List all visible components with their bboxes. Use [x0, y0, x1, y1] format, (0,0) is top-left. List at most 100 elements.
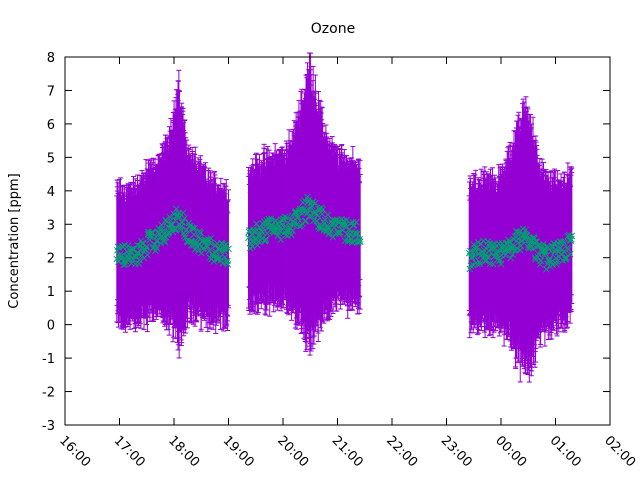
- data-point: [288, 231, 295, 239]
- data-point: [136, 256, 143, 264]
- series-points-3: [465, 225, 576, 273]
- data-point: [305, 196, 312, 204]
- data-point: [314, 223, 322, 230]
- data-point: [144, 251, 151, 259]
- data-point: [470, 241, 478, 248]
- data-point: [291, 209, 299, 216]
- y-tick-label: 4: [47, 185, 55, 200]
- x-tick-label: 16:00: [56, 433, 93, 470]
- y-tick-label: -3: [42, 419, 55, 434]
- data-point: [508, 241, 516, 249]
- data-point: [316, 225, 323, 232]
- data-point: [190, 231, 198, 238]
- data-point: [470, 253, 478, 260]
- y-tick-label: -1: [42, 352, 55, 367]
- data-point: [568, 232, 576, 240]
- data-point: [283, 214, 291, 222]
- data-point: [188, 237, 195, 245]
- data-point: [502, 251, 509, 259]
- data-point: [274, 232, 282, 239]
- x-tick-label: 22:00: [383, 433, 420, 470]
- y-tick-label: -2: [42, 386, 55, 401]
- data-point: [272, 217, 280, 225]
- data-point: [314, 212, 322, 219]
- data-point: [191, 224, 198, 232]
- data-point: [262, 235, 270, 243]
- y-tick-label: 6: [47, 118, 55, 133]
- data-point: [181, 215, 189, 222]
- data-point: [281, 213, 289, 221]
- data-point: [207, 234, 215, 242]
- x-tick-label: 01:00: [547, 433, 584, 470]
- data-point: [507, 254, 514, 262]
- data-point: [254, 241, 261, 249]
- data-point: [166, 213, 173, 221]
- data-point: [565, 245, 572, 253]
- data-point: [295, 213, 302, 221]
- data-point: [486, 260, 494, 268]
- data-point: [476, 258, 483, 266]
- data-point: [179, 218, 186, 226]
- data-point: [546, 255, 554, 262]
- data-point: [561, 254, 569, 262]
- data-point: [161, 237, 168, 245]
- x-tick-label: 02:00: [601, 433, 638, 470]
- data-point: [318, 204, 325, 212]
- data-point: [216, 254, 224, 261]
- data-point: [169, 221, 176, 229]
- data-point: [485, 253, 493, 261]
- data-point: [172, 205, 180, 213]
- x-tick-label: 19:00: [220, 433, 257, 470]
- x-tick-label: 21:00: [329, 433, 366, 470]
- series-points-2: [245, 193, 364, 252]
- plot-area: [113, 52, 576, 383]
- data-point: [356, 238, 364, 246]
- data-point: [290, 221, 298, 229]
- y-tick-label: 5: [47, 151, 55, 166]
- data-point: [467, 262, 475, 270]
- series-points-1: [113, 205, 232, 269]
- data-point: [197, 249, 205, 257]
- data-point: [356, 236, 363, 243]
- data-point: [124, 242, 132, 250]
- data-point: [513, 244, 521, 252]
- data-point: [354, 230, 362, 237]
- y-tick-label: 3: [47, 218, 55, 233]
- data-point: [476, 260, 484, 268]
- y-tick-label: 1: [47, 285, 55, 300]
- data-point: [541, 249, 549, 257]
- data-point: [225, 245, 232, 253]
- data-point: [537, 257, 545, 265]
- data-point: [205, 247, 213, 255]
- data-point: [321, 216, 329, 224]
- data-point: [530, 233, 538, 241]
- y-tick-label: 8: [47, 51, 55, 66]
- y-tick-label: 0: [47, 319, 55, 334]
- data-point: [143, 243, 151, 250]
- data-point: [258, 228, 266, 236]
- data-point: [496, 245, 504, 253]
- data-point: [158, 225, 166, 232]
- data-point: [249, 243, 256, 251]
- data-point: [312, 199, 319, 207]
- data-point: [302, 217, 310, 225]
- data-point: [134, 242, 142, 249]
- data-point: [146, 233, 154, 241]
- data-point: [171, 226, 178, 233]
- data-point: [472, 248, 479, 256]
- data-point: [245, 228, 253, 236]
- data-point: [133, 249, 141, 257]
- data-point: [550, 240, 558, 248]
- data-point: [267, 215, 275, 223]
- data-point: [210, 258, 218, 265]
- data-point: [566, 250, 574, 258]
- y-axis-label: Concentration [ppm]: [7, 173, 22, 308]
- data-point: [319, 206, 327, 213]
- data-point: [489, 260, 497, 268]
- x-tick-label: 20:00: [274, 433, 311, 470]
- data-point: [153, 244, 161, 252]
- chart-title: Ozone: [311, 21, 355, 37]
- data-point: [553, 260, 560, 268]
- data-point: [262, 237, 269, 244]
